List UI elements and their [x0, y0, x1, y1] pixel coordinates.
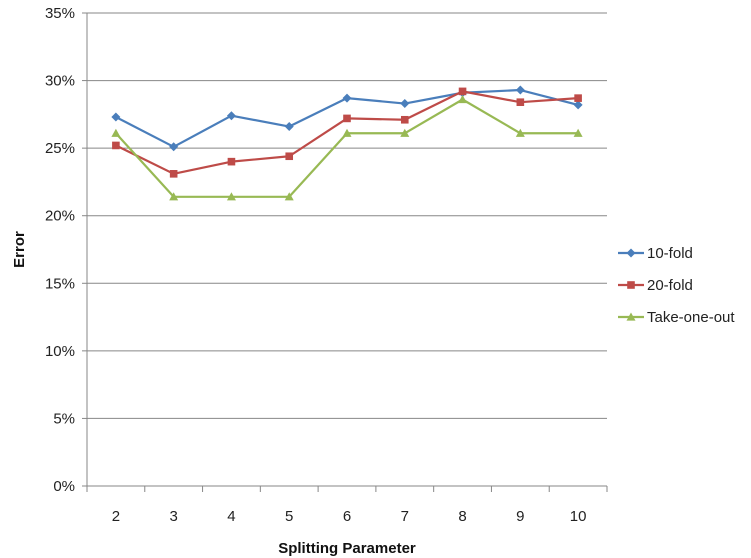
y-axis-ticks: 0% 5% 10% 15% 20% 25% 30% 35% [45, 5, 87, 495]
data-point-20-fold [112, 141, 120, 150]
legend-item-10-fold: 10-fold [618, 245, 693, 262]
data-point-take-one-out [169, 192, 179, 201]
series-20-fold [112, 87, 582, 178]
data-point-10-fold [226, 111, 236, 121]
data-point-take-one-out [400, 128, 410, 137]
x-tick-label: 9 [516, 508, 524, 525]
data-point-20-fold [400, 115, 409, 124]
x-tick-label: 7 [401, 508, 409, 525]
data-point-10-fold [342, 93, 352, 103]
data-point-20-fold [169, 170, 178, 178]
x-tick-label: 5 [285, 508, 293, 525]
legend-marker-20-fold [627, 281, 635, 289]
legend-item-20-fold: 20-fold [618, 277, 693, 294]
data-point-10-fold [573, 100, 583, 110]
x-axis-ticks: 2 3 4 5 6 7 8 9 10 [86, 486, 608, 525]
data-point-10-fold [111, 112, 121, 122]
data-point-20-fold [343, 114, 351, 123]
data-point-20-fold [227, 157, 236, 166]
data-point-10-fold [284, 122, 294, 132]
gridlines [87, 12, 607, 419]
y-tick-label: 35% [45, 5, 75, 22]
legend: 10-fold 20-fold Take-one-out [618, 245, 735, 326]
y-tick-label: 25% [45, 140, 75, 157]
x-tick-label: 6 [343, 508, 351, 525]
data-point-take-one-out [284, 192, 294, 201]
data-point-10-fold [400, 99, 410, 109]
axes [86, 13, 607, 487]
data-point-20-fold [285, 152, 294, 161]
series-take-one-out [111, 94, 583, 201]
y-tick-label: 30% [45, 73, 75, 90]
data-point-take-one-out [226, 192, 236, 201]
y-tick-label: 10% [45, 343, 75, 360]
x-tick-label: 3 [169, 508, 177, 525]
data-point-take-one-out [111, 128, 121, 137]
y-tick-label: 5% [53, 410, 75, 427]
data-point-take-one-out [573, 128, 583, 137]
data-point-take-one-out [515, 128, 525, 137]
x-tick-label: 10 [570, 508, 587, 525]
x-axis-title: Splitting Parameter [278, 540, 416, 557]
legend-marker-take-one-out [626, 312, 636, 321]
series-layer [111, 85, 583, 201]
data-point-take-one-out [458, 94, 468, 104]
data-point-20-fold [516, 98, 525, 106]
legend-label: Take-one-out [647, 309, 735, 326]
y-tick-label: 15% [45, 275, 75, 292]
data-point-take-one-out [342, 128, 352, 137]
legend-item-take-one-out: Take-one-out [618, 309, 735, 326]
legend-marker-10-fold [626, 248, 636, 258]
data-point-20-fold [458, 87, 467, 96]
y-tick-label: 20% [45, 208, 75, 225]
legend-label: 20-fold [647, 277, 693, 294]
data-point-10-fold [169, 142, 179, 152]
data-point-10-fold [515, 85, 525, 95]
x-tick-label: 4 [227, 508, 235, 525]
y-axis-title: Error [11, 231, 28, 268]
x-tick-label: 2 [112, 508, 120, 525]
legend-label: 10-fold [647, 245, 693, 262]
y-tick-label: 0% [53, 478, 75, 495]
data-point-20-fold [574, 94, 582, 102]
x-tick-label: 8 [458, 508, 466, 525]
